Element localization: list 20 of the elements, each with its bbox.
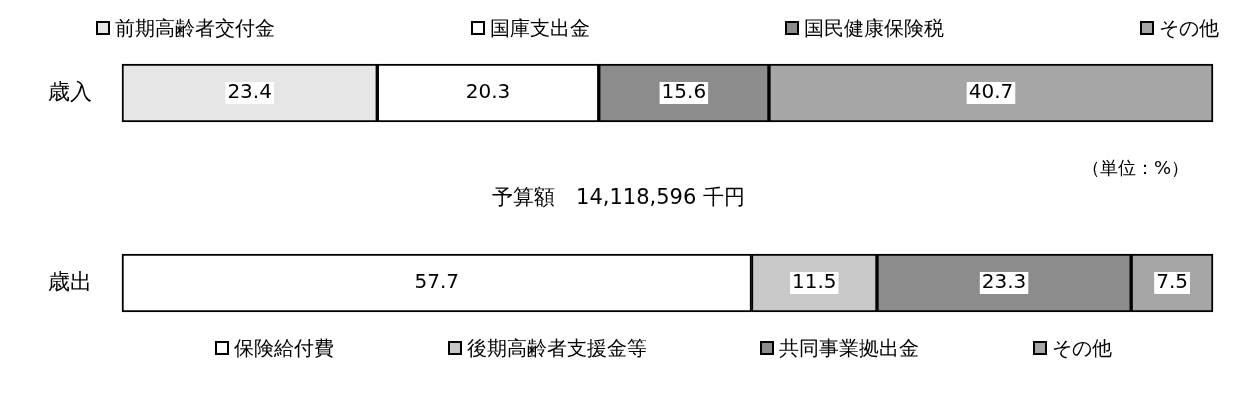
annotation: （単位：%） [1081, 156, 1189, 180]
data-label: 20.3 [465, 79, 511, 104]
data-label: 23.4 [227, 79, 272, 104]
text: 予算額 14,118,596 千円 [491, 184, 746, 211]
data-label: 15.6 [661, 79, 707, 104]
legend-label: その他 [1158, 14, 1219, 42]
data-label: 23.3 [981, 269, 1027, 294]
y-tick-label: 歳入 [48, 78, 92, 104]
series-label: 国庫支出金 [489, 14, 590, 42]
y-tick-label: 歳出 [48, 268, 92, 294]
legend-label: 共同事業拠出金 [779, 334, 920, 362]
data-label: 7.5 [1156, 269, 1188, 294]
legend-label: 国民健康保険税 [804, 14, 945, 42]
legend-label: その他 [1052, 334, 1113, 362]
legend-label: 前期高齢者交付金 [115, 14, 275, 42]
series-label: 保険給付費 [233, 334, 334, 362]
data-label: 57.7 [414, 269, 460, 294]
legend-label: 後期高齢者支援金等 [466, 334, 647, 362]
data-label: 40.7 [968, 79, 1014, 104]
data-label: 11.5 [791, 269, 837, 294]
